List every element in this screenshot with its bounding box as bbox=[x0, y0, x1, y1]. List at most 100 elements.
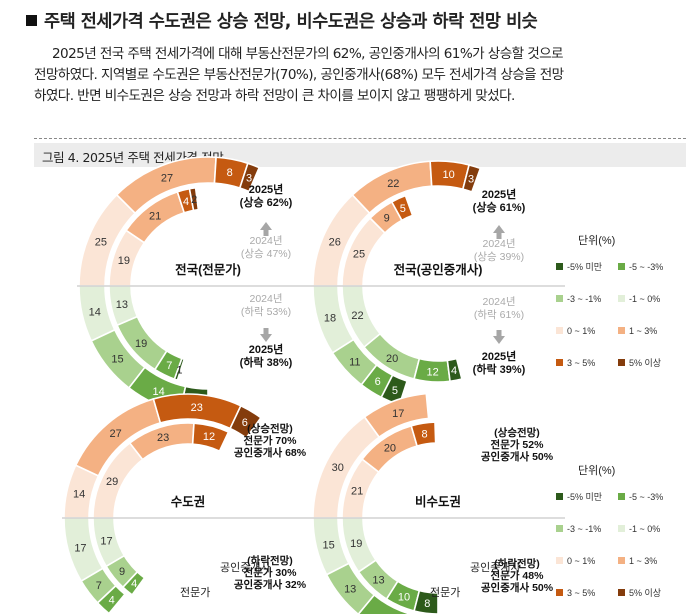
up-outer-ring-segment bbox=[363, 392, 430, 439]
up-forecast-label: (상승 61%) bbox=[473, 200, 526, 214]
previous-year-down-label: 2024년 bbox=[249, 293, 282, 305]
legend-item-label: 5% 이상 bbox=[629, 358, 661, 368]
segment-value-label: 1 bbox=[176, 364, 182, 376]
donut-center-label: 비수도권 bbox=[415, 494, 461, 509]
segment-value-label: 13 bbox=[372, 574, 384, 586]
segment-value-label: 6 bbox=[242, 417, 248, 429]
donut-chart-4: 21208301719131081513145비수도권공인중개사전문가 bbox=[311, 392, 565, 614]
segment-value-label: 2 bbox=[191, 194, 197, 206]
segment-value-label: 4 bbox=[131, 578, 137, 590]
paragraph-line: 2025년 전국 주택 전세가격에 대해 부동산전문가의 62%, 공인중개사의… bbox=[52, 46, 564, 62]
legend-swatch bbox=[618, 327, 625, 334]
legend-swatch bbox=[618, 295, 625, 302]
donut-center-label: 수도권 bbox=[171, 495, 206, 509]
legend-unit-label: 단위(%) bbox=[578, 234, 615, 247]
segment-value-label: 3 bbox=[468, 173, 474, 185]
up-arrow-icon bbox=[493, 225, 505, 239]
segment-value-label: 7 bbox=[166, 360, 172, 372]
segment-value-label: 10 bbox=[398, 591, 410, 603]
previous-year-down-label: (하락 61%) bbox=[474, 308, 524, 321]
segment-value-label: 8 bbox=[424, 598, 430, 610]
segment-value-label: 5 bbox=[400, 203, 406, 215]
up-arrow-icon bbox=[260, 222, 272, 236]
up-inner-ring-segment bbox=[191, 422, 230, 453]
down-outer-ring-segment bbox=[357, 593, 414, 614]
segment-value-label: 8 bbox=[227, 167, 233, 179]
previous-year-up-label: 2024년 bbox=[482, 238, 515, 250]
up-inner-ring-segment bbox=[410, 421, 437, 447]
segment-value-label: 12 bbox=[427, 366, 439, 378]
legend-swatch bbox=[556, 359, 563, 366]
segment-value-label: 17 bbox=[74, 542, 86, 554]
legend-item-label: -1 ~ 0% bbox=[629, 524, 660, 534]
legend-unit-label: 단위(%) bbox=[578, 464, 615, 477]
down-forecast-label: 전문가 48% bbox=[491, 569, 545, 582]
segment-value-label: 14 bbox=[73, 489, 85, 501]
segment-value-label: 19 bbox=[135, 338, 147, 350]
down-forecast-label: 공인중개사 50% bbox=[481, 581, 554, 594]
segment-value-label: 4 bbox=[451, 365, 457, 377]
down-outer-ring-segment bbox=[380, 374, 409, 406]
segment-value-label: 5 bbox=[392, 385, 398, 397]
down-inner-ring-segment bbox=[173, 357, 186, 382]
legend-swatch bbox=[556, 557, 563, 564]
section-heading-text: 주택 전세가격 수도권은 상승 전망, 비수도권은 상승과 하락 전망 비슷 bbox=[44, 12, 538, 32]
segment-value-label: 25 bbox=[353, 248, 365, 260]
paragraph-line: 전망하였다. 지역별로 수도권은 부동산전문가(70%), 공인중개사(68%)… bbox=[34, 67, 564, 83]
previous-year-down-label: 2024년 bbox=[482, 296, 515, 308]
up-inner-ring-segment bbox=[390, 194, 414, 222]
segment-value-label: 27 bbox=[161, 172, 173, 184]
segment-value-label: 4 bbox=[109, 594, 115, 606]
segment-value-label: 23 bbox=[191, 402, 203, 414]
previous-year-up-label: (상승 39%) bbox=[474, 251, 524, 263]
down-forecast-label: (하락 39%) bbox=[473, 362, 526, 376]
segment-value-label: 10 bbox=[442, 169, 454, 181]
bullet-square-icon bbox=[26, 15, 37, 26]
legend-item-label: -5% 미만 bbox=[567, 492, 602, 502]
legend-swatch bbox=[556, 263, 563, 270]
legend-item-label: -5% 미만 bbox=[567, 262, 602, 272]
legend-swatch bbox=[618, 525, 625, 532]
previous-year-up-label: (상승 47%) bbox=[241, 248, 291, 260]
segment-value-label: 18 bbox=[324, 312, 336, 324]
paragraph-line: 하였다. 반면 비수도권은 상승 전망과 하락 전망이 큰 차이를 보이지 않고… bbox=[34, 88, 515, 104]
legend-swatch bbox=[556, 525, 563, 532]
down-arrow-icon bbox=[260, 328, 272, 342]
donut-center-label: 전국(전문가) bbox=[175, 262, 241, 277]
segment-value-label: 3 bbox=[246, 172, 252, 184]
segment-value-label: 22 bbox=[351, 310, 363, 322]
segment-value-label: 7 bbox=[96, 580, 102, 592]
up-outer-ring-segment bbox=[229, 404, 263, 440]
down-inner-ring-segment bbox=[446, 357, 463, 383]
legend-item-label: 1 ~ 3% bbox=[629, 556, 657, 566]
up-forecast-label: (상승전망) bbox=[494, 426, 540, 439]
previous-year-up-label: 2024년 bbox=[249, 235, 282, 247]
segment-value-label: 23 bbox=[157, 432, 169, 444]
down-arrow-icon bbox=[493, 330, 505, 344]
segment-value-label: 17 bbox=[392, 408, 404, 420]
segment-value-label: 6 bbox=[375, 376, 381, 388]
up-inner-ring-segment bbox=[188, 186, 200, 212]
up-forecast-label: (상승 62%) bbox=[240, 195, 293, 209]
body-paragraph: 2025년 전국 주택 전세가격에 대해 부동산전문가의 62%, 공인중개사의… bbox=[34, 44, 686, 107]
segment-value-label: 20 bbox=[384, 442, 396, 454]
legend-swatch bbox=[618, 589, 625, 596]
segment-value-label: 11 bbox=[349, 357, 360, 369]
up-forecast-label: 공인중개사 50% bbox=[481, 450, 554, 463]
ring-label-outer: 전문가 bbox=[430, 586, 460, 599]
legend-item-label: 3 ~ 5% bbox=[567, 358, 595, 368]
down-forecast-label: (하락전망) bbox=[494, 557, 540, 570]
down-forecast-label: 2025년 bbox=[249, 342, 284, 356]
legend-item-label: 1 ~ 3% bbox=[629, 326, 657, 336]
legend-item-label: -3 ~ -1% bbox=[567, 294, 601, 304]
legend-swatch bbox=[618, 359, 625, 366]
segment-value-label: 30 bbox=[332, 462, 344, 474]
down-inner-ring-segment bbox=[413, 589, 439, 614]
down-forecast-label: 전문가 30% bbox=[244, 566, 298, 579]
figure-title-bar bbox=[34, 143, 686, 167]
up-forecast-label: 2025년 bbox=[482, 187, 517, 201]
segment-value-label: 26 bbox=[329, 236, 341, 248]
segment-value-label: 19 bbox=[118, 255, 130, 267]
segment-value-label: 27 bbox=[109, 428, 121, 440]
segment-value-label: 22 bbox=[387, 178, 399, 190]
